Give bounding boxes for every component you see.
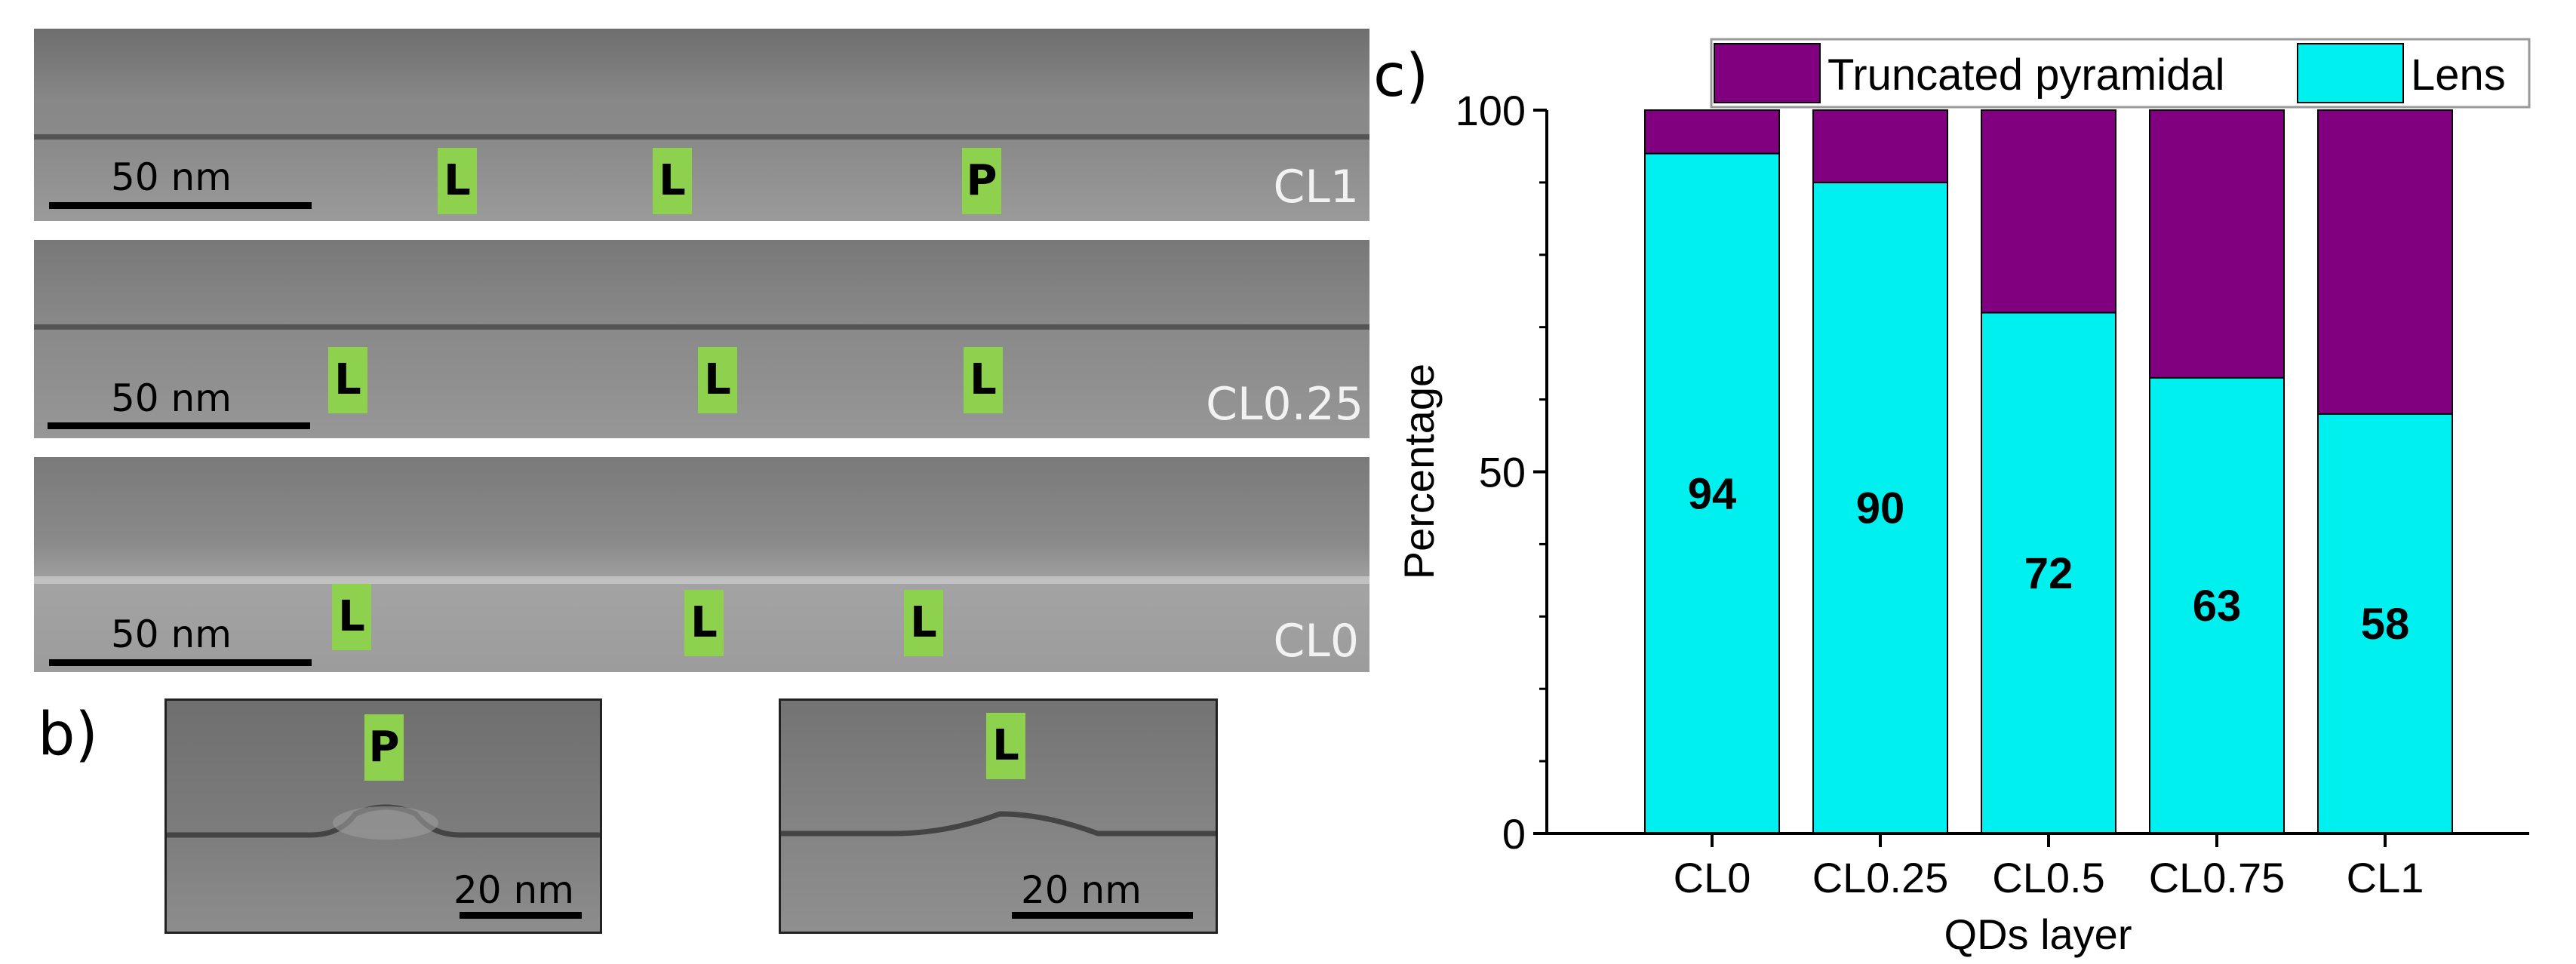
- shape-tag: L: [328, 347, 367, 413]
- shape-tag: L: [986, 713, 1025, 779]
- tem-image-cl1: L L P 50 nm CL1: [34, 29, 1369, 221]
- dot-profile: [781, 811, 1216, 837]
- shape-tag: P: [364, 714, 404, 781]
- x-tick-label: CL0: [1674, 854, 1751, 901]
- y-tick-label: 100: [1456, 87, 1526, 134]
- tem-inset-pyramidal: P 20 nm: [164, 698, 602, 934]
- scale-bar-label: 50 nm: [111, 155, 232, 199]
- legend-label-lens: Lens: [2411, 51, 2506, 100]
- tem-inset-lens: L 20 nm: [779, 698, 1218, 934]
- x-tick-label: CL1: [2347, 854, 2424, 901]
- interface-line: [34, 576, 1369, 584]
- x-axis-label: QDs layer: [1944, 910, 2132, 958]
- sample-label: CL0: [1273, 615, 1360, 668]
- y-tick-label: 0: [1502, 810, 1526, 858]
- x-tick-label: CL0.5: [1992, 854, 2104, 901]
- bar-lens-cl0-75: [2149, 376, 2285, 834]
- scale-bar-label: 50 nm: [111, 612, 232, 656]
- data-label: 94: [1688, 469, 1737, 518]
- legend: Truncated pyramidal Lens: [1710, 38, 2531, 109]
- shape-tag: L: [684, 590, 724, 656]
- legend-swatch-truncated-pyramidal: [1714, 43, 1821, 103]
- bar-truncated-pyramidal-cl0-25: [1812, 109, 1948, 183]
- sample-label: CL0.25: [1206, 378, 1363, 431]
- legend-swatch-lens: [2297, 43, 2404, 103]
- shape-tag: L: [332, 584, 371, 650]
- scale-bar: [48, 422, 310, 429]
- bar-truncated-pyramidal-cl0: [1644, 109, 1780, 155]
- tem-image-cl0-25: L L L 50 nm CL0.25: [34, 240, 1369, 438]
- scale-bar-label: 20 nm: [453, 868, 574, 912]
- sample-label: CL1: [1273, 161, 1360, 213]
- tem-image-cl0: L L L 50 nm CL0: [34, 457, 1369, 672]
- dot-profile: [167, 804, 600, 840]
- interface-line: [34, 134, 1369, 140]
- shape-tag: L: [698, 347, 737, 413]
- y-tick-label: 50: [1479, 449, 1526, 496]
- bar-lens-cl0-5: [1981, 312, 2116, 834]
- interface-line: [34, 324, 1369, 330]
- data-label: 72: [2024, 549, 2073, 598]
- data-label: 63: [2193, 582, 2242, 631]
- data-label: 90: [1856, 484, 1905, 533]
- shape-tag: P: [962, 148, 1001, 214]
- panel-b-label: b): [38, 701, 98, 769]
- scale-bar-label: 50 nm: [111, 376, 232, 420]
- x-tick-label: CL0.25: [1812, 854, 1949, 901]
- data-label: 58: [2361, 600, 2410, 649]
- bar-lens-cl1: [2317, 413, 2453, 834]
- panel-c-label: c): [1373, 42, 1429, 110]
- scale-bar: [49, 659, 312, 666]
- bar-lens-cl0-25: [1812, 181, 1948, 834]
- bar-truncated-pyramidal-cl0-5: [1981, 109, 2116, 314]
- scale-bar: [49, 202, 312, 209]
- bar-lens-cl0: [1644, 152, 1780, 835]
- scale-bar: [460, 912, 582, 919]
- legend-label-truncated-pyramidal: Truncated pyramidal: [1827, 51, 2225, 100]
- bar-truncated-pyramidal-cl1: [2317, 109, 2453, 415]
- x-tick-label: CL0.75: [2149, 854, 2286, 901]
- scale-bar: [1012, 912, 1193, 919]
- scale-bar-label: 20 nm: [1021, 868, 1142, 912]
- shape-tag: L: [904, 590, 943, 656]
- shape-tag: L: [438, 148, 477, 214]
- shape-tag: L: [964, 347, 1003, 413]
- shape-tag: L: [653, 148, 692, 214]
- y-axis-label: Percentage: [1395, 364, 1443, 579]
- bar-truncated-pyramidal-cl0-75: [2149, 109, 2285, 379]
